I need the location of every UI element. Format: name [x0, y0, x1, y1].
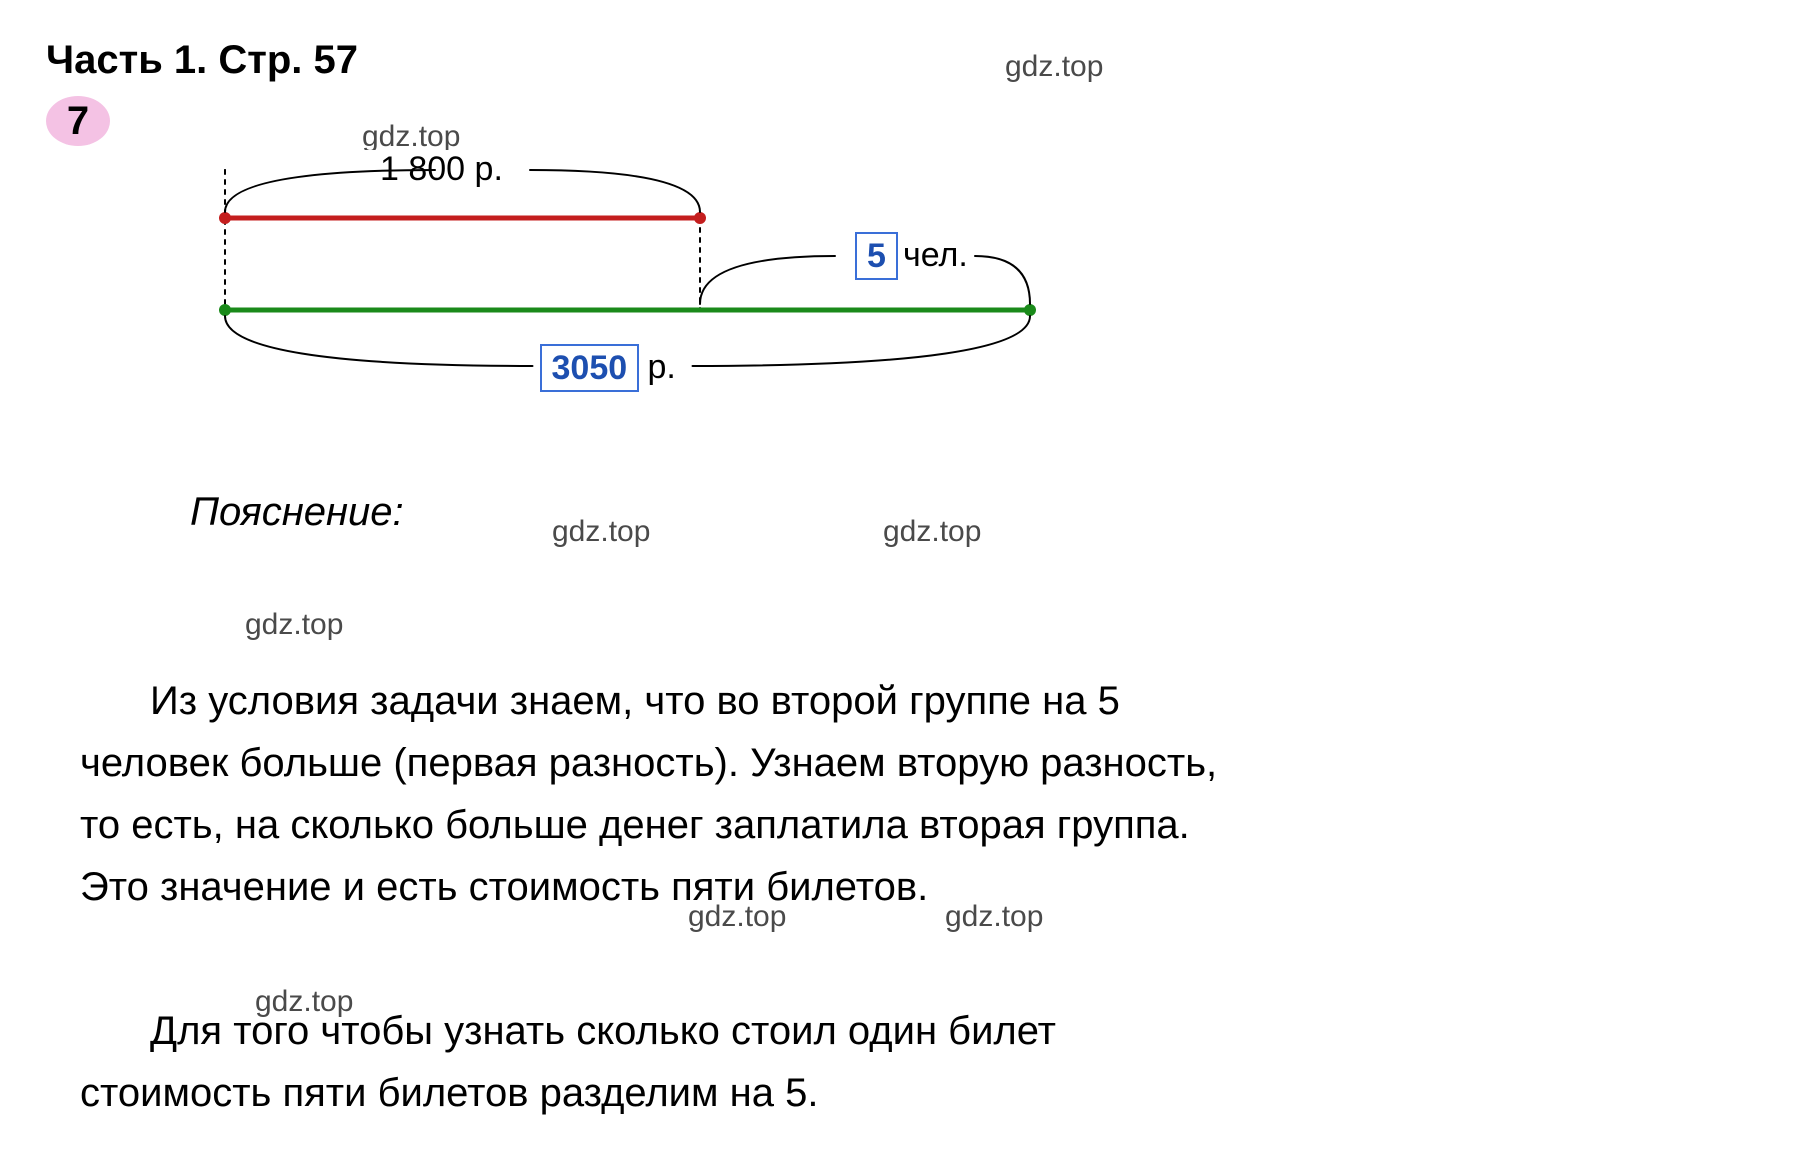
problem-number-badge: 7 — [46, 96, 110, 146]
watermark: gdz.top — [245, 608, 343, 642]
right-segment-value: 5 — [867, 237, 886, 276]
watermark: gdz.top — [362, 120, 460, 154]
explanation-para-1-text: Из условия задачи знаем, что во второй г… — [80, 679, 1217, 909]
bottom-bar-suffix: р. — [648, 348, 676, 387]
bottom-bar-value: 3050 — [552, 349, 628, 388]
explanation-para-2-text: Для того чтобы узнать сколько стоил один… — [80, 1009, 1056, 1115]
watermark: gdz.top — [552, 515, 650, 549]
page-title: Часть 1. Стр. 57 — [46, 38, 358, 83]
watermark: gdz.top — [1005, 50, 1103, 84]
explanation-para-1: Из условия задачи знаем, что во второй г… — [80, 670, 1240, 918]
right-segment-value-box: 5 — [855, 232, 898, 280]
problem-number-text: 7 — [67, 99, 89, 143]
bottom-bar-value-box: 3050 — [540, 344, 640, 392]
top-bar-label: 1 800 р. — [380, 150, 503, 189]
watermark: gdz.top — [883, 515, 981, 549]
diagram: 1 800 р. 5 чел. 3050 р. — [160, 150, 1060, 420]
explanation-para-2: Для того чтобы узнать сколько стоил один… — [80, 1000, 1240, 1124]
right-segment-suffix: чел. — [903, 236, 968, 275]
page-root: Часть 1. Стр. 57 7 gdz.top gdz.top gdz.top… — [0, 0, 1803, 1176]
explanation-heading: Пояснение: — [190, 490, 404, 535]
